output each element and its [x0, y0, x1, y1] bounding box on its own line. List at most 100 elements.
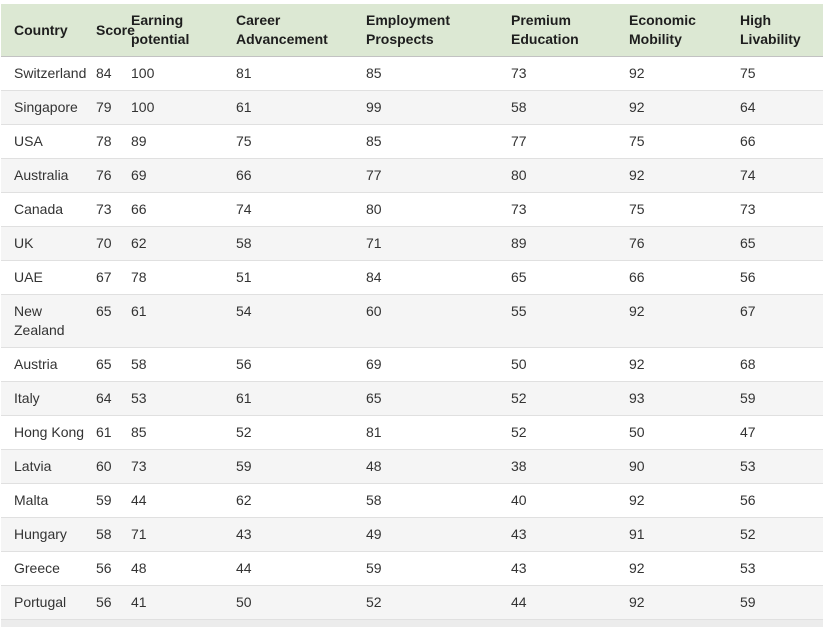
- value-cell: 93: [629, 381, 740, 416]
- value-cell: 56: [740, 483, 823, 518]
- value-cell: 65: [511, 260, 629, 295]
- value-cell: 52: [511, 381, 629, 416]
- value-cell: 49: [366, 517, 511, 552]
- country-cell: USA: [1, 124, 96, 159]
- value-cell: 84: [366, 260, 511, 295]
- value-cell: 77: [366, 158, 511, 193]
- column-header-country: Country: [1, 4, 96, 57]
- value-cell: 66: [740, 124, 823, 159]
- table-row: Italy 64 53 61 65 52 93 59: [1, 381, 823, 416]
- column-header-economic-mobility: Economic Mobility: [629, 4, 740, 57]
- value-cell: 69: [366, 347, 511, 382]
- value-cell: 78: [131, 260, 236, 295]
- value-cell: 58: [366, 483, 511, 518]
- value-cell: 61: [96, 415, 131, 450]
- table-row: Portugal 56 41 50 52 44 92 59: [1, 585, 823, 620]
- value-cell: 56: [740, 260, 823, 295]
- value-cell: 43: [236, 517, 366, 552]
- value-cell: 64: [96, 381, 131, 416]
- country-cell: Singapore: [1, 90, 96, 125]
- value-cell: 56: [96, 585, 131, 620]
- value-cell: 62: [236, 483, 366, 518]
- value-cell: 58: [96, 517, 131, 552]
- value-cell: 65: [96, 347, 131, 382]
- value-cell: 74: [740, 158, 823, 193]
- value-cell: 66: [629, 260, 740, 295]
- value-cell: 81: [236, 56, 366, 91]
- value-cell: 50: [629, 415, 740, 450]
- value-cell: 58: [131, 347, 236, 382]
- value-cell: 81: [366, 415, 511, 450]
- value-cell: 100: [131, 56, 236, 91]
- value-cell: 62: [131, 226, 236, 261]
- country-scores-table-container: Country Score Earning potential Career Adva…: [1, 4, 823, 620]
- country-cell: Australia: [1, 158, 96, 193]
- country-cell: UAE: [1, 260, 96, 295]
- value-cell: 92: [629, 347, 740, 382]
- table-row: Singapore 79 100 61 99 58 92 64: [1, 90, 823, 125]
- value-cell: 40: [511, 483, 629, 518]
- value-cell: 52: [740, 517, 823, 552]
- value-cell: 65: [96, 294, 131, 348]
- value-cell: 48: [366, 449, 511, 484]
- value-cell: 85: [131, 415, 236, 450]
- table-row: USA 78 89 75 85 77 75 66: [1, 124, 823, 159]
- value-cell: 56: [96, 551, 131, 586]
- value-cell: 90: [629, 449, 740, 484]
- value-cell: 59: [740, 381, 823, 416]
- table-row: Latvia 60 73 59 48 38 90 53: [1, 449, 823, 484]
- value-cell: 76: [96, 158, 131, 193]
- country-scores-table: Country Score Earning potential Career Adva…: [1, 4, 823, 620]
- table-row: Austria 65 58 56 69 50 92 68: [1, 347, 823, 382]
- value-cell: 50: [236, 585, 366, 620]
- value-cell: 69: [131, 158, 236, 193]
- value-cell: 80: [366, 192, 511, 227]
- value-cell: 43: [511, 551, 629, 586]
- value-cell: 71: [131, 517, 236, 552]
- value-cell: 53: [740, 551, 823, 586]
- value-cell: 44: [511, 585, 629, 620]
- value-cell: 73: [131, 449, 236, 484]
- country-cell: Austria: [1, 347, 96, 382]
- value-cell: 67: [740, 294, 823, 348]
- table-row: Canada 73 66 74 80 73 75 73: [1, 192, 823, 227]
- table-row: UK 70 62 58 71 89 76 65: [1, 226, 823, 261]
- value-cell: 53: [740, 449, 823, 484]
- value-cell: 44: [236, 551, 366, 586]
- country-cell: Hong Kong: [1, 415, 96, 450]
- table-row: Australia 76 69 66 77 80 92 74: [1, 158, 823, 193]
- value-cell: 65: [740, 226, 823, 261]
- value-cell: 38: [511, 449, 629, 484]
- value-cell: 71: [366, 226, 511, 261]
- value-cell: 68: [740, 347, 823, 382]
- value-cell: 52: [236, 415, 366, 450]
- value-cell: 47: [740, 415, 823, 450]
- header-row: Country Score Earning potential Career Adva…: [1, 4, 823, 57]
- value-cell: 66: [131, 192, 236, 227]
- value-cell: 73: [740, 192, 823, 227]
- value-cell: 53: [131, 381, 236, 416]
- table-header: Country Score Earning potential Career Adva…: [1, 4, 823, 57]
- country-cell: Switzerland: [1, 56, 96, 91]
- value-cell: 70: [96, 226, 131, 261]
- value-cell: 75: [629, 124, 740, 159]
- value-cell: 54: [236, 294, 366, 348]
- table-row: Greece 56 48 44 59 43 92 53: [1, 551, 823, 586]
- column-header-premium-education: Premium Education: [511, 4, 629, 57]
- value-cell: 77: [511, 124, 629, 159]
- value-cell: 91: [629, 517, 740, 552]
- value-cell: 44: [131, 483, 236, 518]
- table-row: UAE 67 78 51 84 65 66 56: [1, 260, 823, 295]
- value-cell: 74: [236, 192, 366, 227]
- column-header-high-livability: High Livability: [740, 4, 823, 57]
- country-cell: Greece: [1, 551, 96, 586]
- value-cell: 80: [511, 158, 629, 193]
- value-cell: 51: [236, 260, 366, 295]
- value-cell: 43: [511, 517, 629, 552]
- value-cell: 84: [96, 56, 131, 91]
- value-cell: 92: [629, 483, 740, 518]
- country-cell: Italy: [1, 381, 96, 416]
- value-cell: 92: [629, 56, 740, 91]
- value-cell: 61: [236, 90, 366, 125]
- value-cell: 41: [131, 585, 236, 620]
